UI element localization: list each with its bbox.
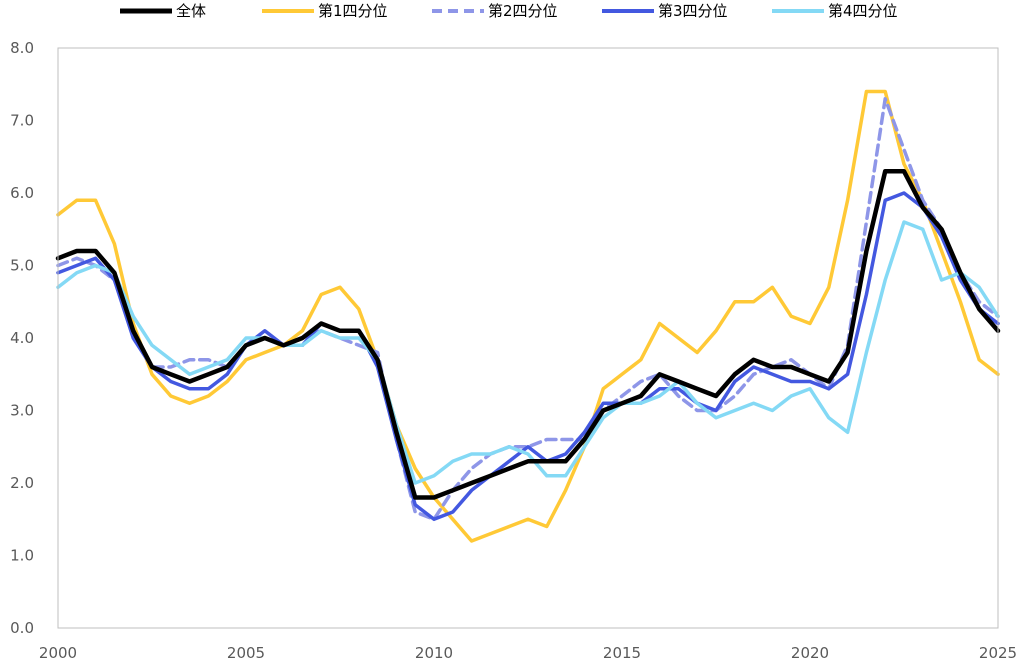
series-layer	[55, 89, 1001, 543]
y-tick-label: 4.0	[10, 329, 34, 347]
x-tick-label: 2020	[791, 644, 829, 662]
y-tick-label: 2.0	[10, 474, 34, 492]
x-axis-ticks: 2000 2005 2010 2015 2020 2025	[39, 644, 1017, 662]
legend-label-3: 第2四分位	[488, 2, 558, 20]
y-tick-label: 6.0	[10, 184, 34, 202]
series-line-4	[56, 191, 1000, 522]
y-tick-label: 3.0	[10, 402, 34, 420]
legend-label-1: 全体	[176, 2, 206, 20]
series-line-5	[56, 220, 1000, 485]
y-axis-ticks: 0.0 1.0 2.0 3.0 4.0 5.0 6.0 7.0 8.0	[10, 39, 34, 637]
series-line-2	[56, 89, 1000, 543]
y-tick-label: 1.0	[10, 547, 34, 565]
x-tick-label: 2025	[979, 644, 1017, 662]
legend: 全体 第1四分位 第2四分位 第3四分位 第4四分位	[120, 2, 898, 20]
x-tick-label: 2015	[603, 644, 641, 662]
legend-label-5: 第4四分位	[828, 2, 898, 20]
plot-area-border	[57, 47, 999, 629]
y-tick-label: 7.0	[10, 112, 34, 130]
x-tick-label: 2005	[227, 644, 265, 662]
y-tick-label: 8.0	[10, 39, 34, 57]
legend-label-2: 第1四分位	[318, 2, 388, 20]
legend-label-4: 第3四分位	[658, 2, 728, 20]
x-tick-label: 2000	[39, 644, 77, 662]
series-line-1	[55, 169, 1001, 500]
x-tick-label: 2010	[415, 644, 453, 662]
y-tick-label: 5.0	[10, 257, 34, 275]
y-tick-label: 0.0	[10, 619, 34, 637]
